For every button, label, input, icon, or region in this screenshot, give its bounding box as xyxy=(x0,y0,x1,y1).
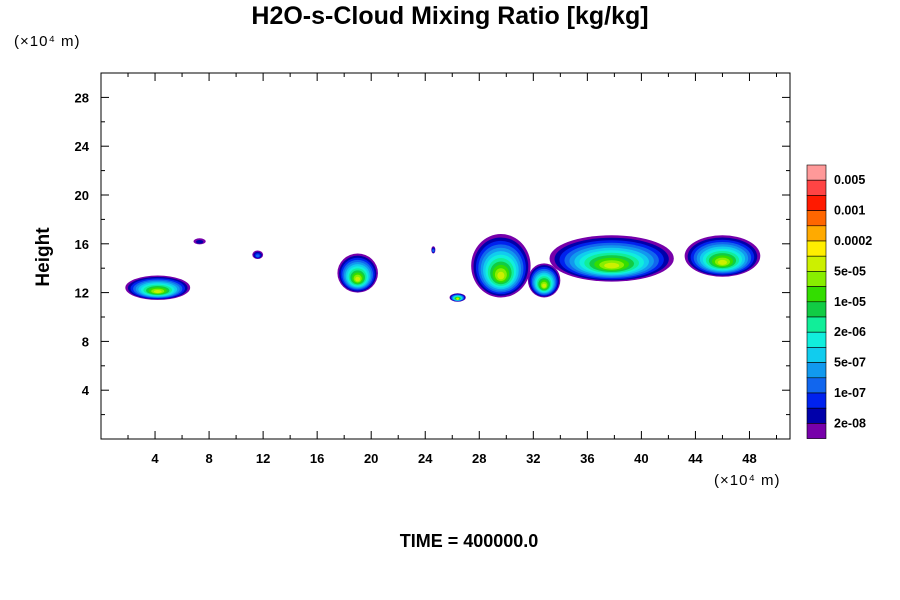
cloud-contour xyxy=(717,259,727,265)
colorbar-label: 0.0002 xyxy=(834,234,872,248)
y-tick-label: 8 xyxy=(82,334,89,349)
colorbar: 0.005 0.001 0.0002 5e-05 1e-05 2e-06 5e-07 1e-0… xyxy=(806,164,872,439)
colorbar-swatch xyxy=(806,210,827,227)
x-tick-label: 36 xyxy=(580,451,594,466)
cloud-cell xyxy=(125,275,191,300)
y-axis-unit: (×10⁴ m) xyxy=(14,33,81,50)
colorbar-label: 0.005 xyxy=(834,173,865,187)
colorbar-swatch xyxy=(806,423,827,439)
colorbar-label: 5e-07 xyxy=(834,356,866,370)
colorbar-label: 2e-08 xyxy=(834,416,866,430)
colorbar-swatch xyxy=(806,407,827,424)
x-tick-label: 4 xyxy=(151,451,159,466)
cloud-cell xyxy=(337,253,378,293)
colorbar-swatch xyxy=(806,195,827,211)
colorbar-swatch xyxy=(806,240,827,257)
x-tick-label: 12 xyxy=(256,451,270,466)
cloud-contour xyxy=(355,276,361,282)
cloud-cell xyxy=(549,235,674,282)
chart-title: H2O-s-Cloud Mixing Ratio [kg/kg] xyxy=(251,2,649,30)
colorbar-swatch xyxy=(806,179,827,196)
colorbar-swatch xyxy=(806,164,827,181)
y-tick-label: 12 xyxy=(75,286,89,301)
colorbar-swatch xyxy=(806,301,827,318)
y-tick-label: 16 xyxy=(75,237,89,252)
colorbar-label: 1e-05 xyxy=(834,295,866,309)
cloud-cell xyxy=(431,246,436,254)
cloud-contour xyxy=(195,239,204,244)
x-tick-label: 28 xyxy=(472,451,486,466)
colorbar-swatch xyxy=(806,286,827,303)
colorbar-swatch xyxy=(806,271,827,287)
cloud-cell xyxy=(684,235,761,277)
cloud-cell xyxy=(471,234,531,298)
colorbar-swatch xyxy=(806,392,827,409)
colorbar-swatch xyxy=(806,331,827,348)
cloud-cell xyxy=(449,293,466,302)
x-tick-label: 32 xyxy=(526,451,540,466)
colorbar-label: 0.001 xyxy=(834,204,865,218)
x-tick-label: 44 xyxy=(688,451,703,466)
colorbar-swatch xyxy=(806,255,827,272)
x-tick-label: 48 xyxy=(742,451,756,466)
time-label: TIME = 400000.0 xyxy=(399,531,539,551)
cloud-contour xyxy=(255,254,260,258)
y-tick-label: 20 xyxy=(75,188,89,203)
colorbar-swatch xyxy=(806,377,827,394)
y-tick-label: 4 xyxy=(82,383,90,398)
cloud-contour xyxy=(542,283,547,288)
cloud-cell xyxy=(193,238,206,245)
cloud-contour xyxy=(497,271,505,280)
cloud-cell xyxy=(252,250,264,260)
cloud-contour xyxy=(432,249,435,252)
colorbar-label: 5e-05 xyxy=(834,264,866,278)
x-tick-label: 20 xyxy=(364,451,378,466)
x-tick-label: 24 xyxy=(418,451,433,466)
colorbar-label: 2e-06 xyxy=(834,325,866,339)
cloud-cell xyxy=(527,263,561,298)
cloud-contour xyxy=(153,290,162,293)
colorbar-swatch xyxy=(806,225,827,242)
colorbar-label: 1e-07 xyxy=(834,386,866,400)
x-tick-label: 8 xyxy=(205,451,212,466)
cloud-field xyxy=(125,234,761,302)
x-tick-label: 16 xyxy=(310,451,324,466)
y-axis-title: Height xyxy=(33,227,54,287)
x-tick-label: 40 xyxy=(634,451,648,466)
colorbar-swatch xyxy=(806,362,827,379)
colorbar-swatch xyxy=(806,316,827,333)
colorbar-swatch xyxy=(806,347,827,363)
cloud-contour xyxy=(456,297,459,300)
plot-frame xyxy=(100,72,791,440)
y-tick-label: 24 xyxy=(75,139,90,154)
y-tick-label: 28 xyxy=(75,90,89,105)
x-axis-unit: (×10⁴ m) xyxy=(714,472,781,489)
cloud-contour xyxy=(604,262,620,269)
